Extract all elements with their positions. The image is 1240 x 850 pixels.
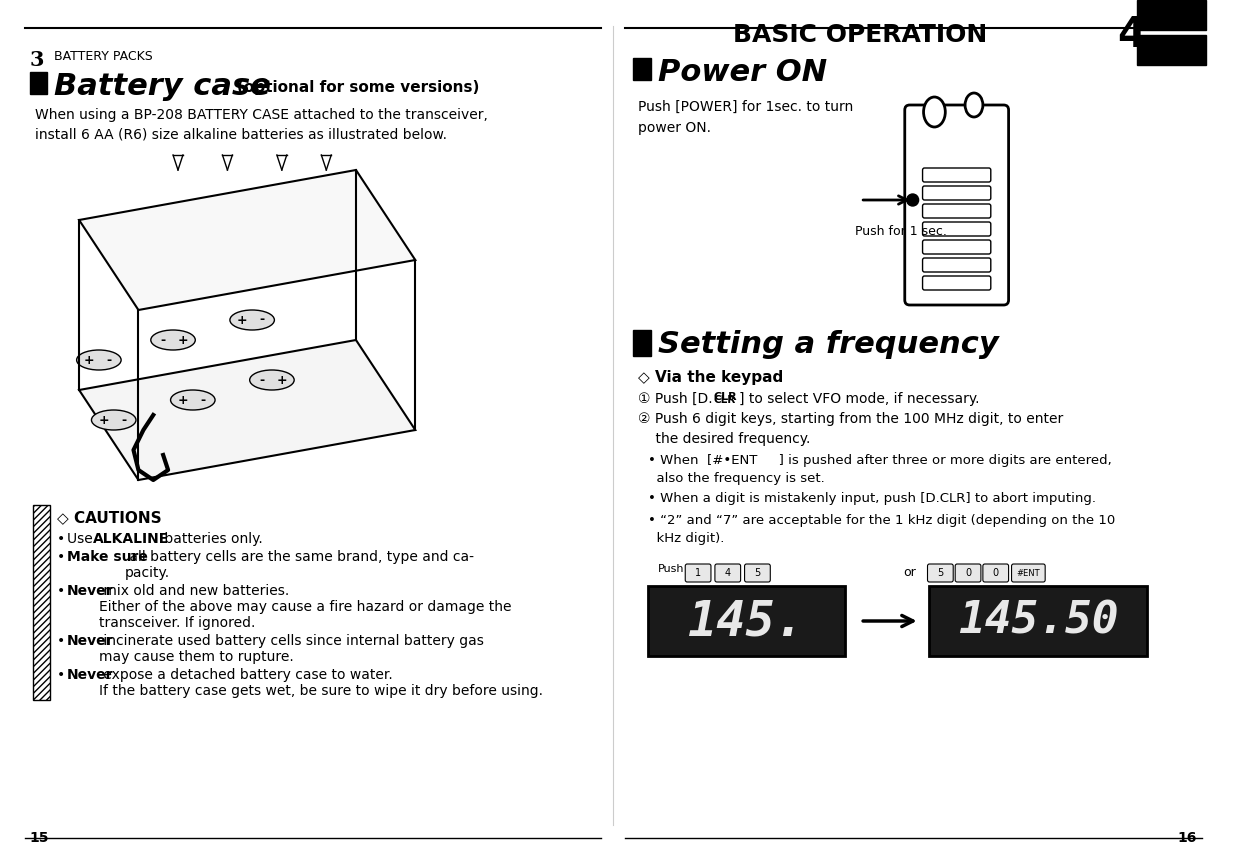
Text: • When  [#•ENT     ] is pushed after three or more digits are entered,
  also th: • When [#•ENT ] is pushed after three or… bbox=[647, 454, 1111, 485]
Text: +: + bbox=[98, 413, 109, 427]
Text: •: • bbox=[57, 584, 69, 598]
Text: Push: Push bbox=[657, 564, 684, 574]
Text: 0: 0 bbox=[993, 568, 998, 578]
Polygon shape bbox=[79, 340, 415, 480]
Text: -: - bbox=[259, 373, 264, 387]
FancyBboxPatch shape bbox=[983, 564, 1008, 582]
Text: Power ON: Power ON bbox=[657, 58, 827, 87]
Text: -: - bbox=[161, 333, 166, 347]
Text: -: - bbox=[122, 413, 126, 427]
Text: 1: 1 bbox=[696, 568, 701, 578]
FancyBboxPatch shape bbox=[923, 186, 991, 200]
Text: •: • bbox=[57, 532, 69, 546]
Text: •: • bbox=[57, 668, 69, 682]
Text: Never: Never bbox=[67, 584, 114, 598]
Ellipse shape bbox=[92, 410, 136, 430]
Text: CLR: CLR bbox=[714, 392, 738, 402]
Text: +: + bbox=[177, 333, 188, 347]
Text: ② Push 6 digit keys, starting from the 100 MHz digit, to enter
    the desired f: ② Push 6 digit keys, starting from the 1… bbox=[637, 412, 1063, 445]
Text: mix old and new batteries.
Either of the above may cause a fire hazard or damage: mix old and new batteries. Either of the… bbox=[99, 584, 512, 631]
Ellipse shape bbox=[965, 93, 983, 117]
Text: +: + bbox=[277, 373, 288, 387]
FancyBboxPatch shape bbox=[715, 564, 740, 582]
Text: all battery cells are the same brand, type and ca-
pacity.: all battery cells are the same brand, ty… bbox=[125, 550, 474, 581]
Text: Battery case: Battery case bbox=[55, 72, 272, 101]
Text: +: + bbox=[83, 354, 94, 366]
Text: ] to select VFO mode, if necessary.: ] to select VFO mode, if necessary. bbox=[739, 392, 980, 406]
Text: BATTERY PACKS: BATTERY PACKS bbox=[55, 50, 153, 63]
Ellipse shape bbox=[77, 350, 122, 370]
Ellipse shape bbox=[229, 310, 274, 330]
Bar bbox=[647, 586, 846, 656]
Text: +: + bbox=[177, 394, 188, 406]
FancyBboxPatch shape bbox=[923, 258, 991, 272]
Bar bbox=[632, 58, 651, 80]
Text: -: - bbox=[259, 314, 264, 326]
FancyBboxPatch shape bbox=[923, 204, 991, 218]
Text: Never: Never bbox=[67, 634, 114, 648]
Text: Use: Use bbox=[67, 532, 98, 546]
Text: 145.50: 145.50 bbox=[959, 599, 1118, 643]
Text: +: + bbox=[237, 314, 248, 326]
Text: -: - bbox=[107, 354, 112, 366]
FancyBboxPatch shape bbox=[923, 276, 991, 290]
Text: • “2” and “7” are acceptable for the 1 kHz digit (depending on the 10
  kHz digi: • “2” and “7” are acceptable for the 1 k… bbox=[647, 514, 1115, 545]
FancyBboxPatch shape bbox=[923, 240, 991, 254]
Bar bbox=[1137, 35, 1207, 65]
FancyBboxPatch shape bbox=[923, 168, 991, 182]
Text: (optional for some versions): (optional for some versions) bbox=[237, 80, 480, 95]
Text: Setting a frequency: Setting a frequency bbox=[657, 330, 998, 359]
Text: #ENT: #ENT bbox=[1017, 569, 1040, 577]
Text: batteries only.: batteries only. bbox=[160, 532, 263, 546]
Bar bbox=[632, 330, 651, 356]
Bar bbox=[1137, 0, 1207, 30]
Text: incinerate used battery cells since internal battery gas
may cause them to ruptu: incinerate used battery cells since inte… bbox=[99, 634, 485, 664]
Ellipse shape bbox=[249, 370, 294, 390]
FancyBboxPatch shape bbox=[923, 222, 991, 236]
FancyBboxPatch shape bbox=[744, 564, 770, 582]
Text: Make sure: Make sure bbox=[67, 550, 148, 564]
FancyBboxPatch shape bbox=[955, 564, 981, 582]
Text: 0: 0 bbox=[965, 568, 971, 578]
Text: Push for 1 sec.: Push for 1 sec. bbox=[856, 225, 947, 238]
Text: Push [POWER] for 1sec. to turn
power ON.: Push [POWER] for 1sec. to turn power ON. bbox=[637, 100, 853, 134]
Text: ◇ Via the keypad: ◇ Via the keypad bbox=[637, 370, 782, 385]
Text: BASIC OPERATION: BASIC OPERATION bbox=[733, 23, 987, 47]
Bar bbox=[930, 586, 1147, 656]
Bar bbox=[32, 505, 51, 700]
Ellipse shape bbox=[906, 194, 919, 206]
Ellipse shape bbox=[151, 330, 195, 350]
Text: 4: 4 bbox=[1117, 14, 1146, 56]
Ellipse shape bbox=[171, 390, 215, 410]
Text: 3: 3 bbox=[30, 50, 45, 70]
Text: 145.: 145. bbox=[688, 597, 805, 645]
Text: When using a BP-208 BATTERY CASE attached to the transceiver,
install 6 AA (R6) : When using a BP-208 BATTERY CASE attache… bbox=[35, 108, 487, 141]
FancyBboxPatch shape bbox=[928, 564, 954, 582]
Text: 16: 16 bbox=[1177, 831, 1197, 845]
Text: • When a digit is mistakenly input, push [D.CLR] to abort imputing.: • When a digit is mistakenly input, push… bbox=[647, 492, 1096, 505]
Polygon shape bbox=[79, 170, 415, 310]
FancyBboxPatch shape bbox=[905, 105, 1008, 305]
Text: CLR: CLR bbox=[714, 395, 737, 405]
Text: 5: 5 bbox=[937, 568, 944, 578]
Text: 5: 5 bbox=[754, 568, 760, 578]
Text: ◇ CAUTIONS: ◇ CAUTIONS bbox=[57, 510, 162, 525]
Text: or: or bbox=[903, 566, 916, 580]
Text: •: • bbox=[57, 634, 69, 648]
Text: -: - bbox=[200, 394, 206, 406]
FancyBboxPatch shape bbox=[1012, 564, 1045, 582]
Text: Never: Never bbox=[67, 668, 114, 682]
Text: 15: 15 bbox=[30, 831, 50, 845]
Text: expose a detached battery case to water.
If the battery case gets wet, be sure t: expose a detached battery case to water.… bbox=[99, 668, 543, 698]
Text: •: • bbox=[57, 550, 69, 564]
FancyBboxPatch shape bbox=[686, 564, 711, 582]
Text: ① Push [D.: ① Push [D. bbox=[637, 392, 713, 406]
Text: ALKALINE: ALKALINE bbox=[93, 532, 169, 546]
Ellipse shape bbox=[924, 97, 945, 127]
Text: 4: 4 bbox=[724, 568, 730, 578]
Bar bbox=[30, 72, 47, 94]
